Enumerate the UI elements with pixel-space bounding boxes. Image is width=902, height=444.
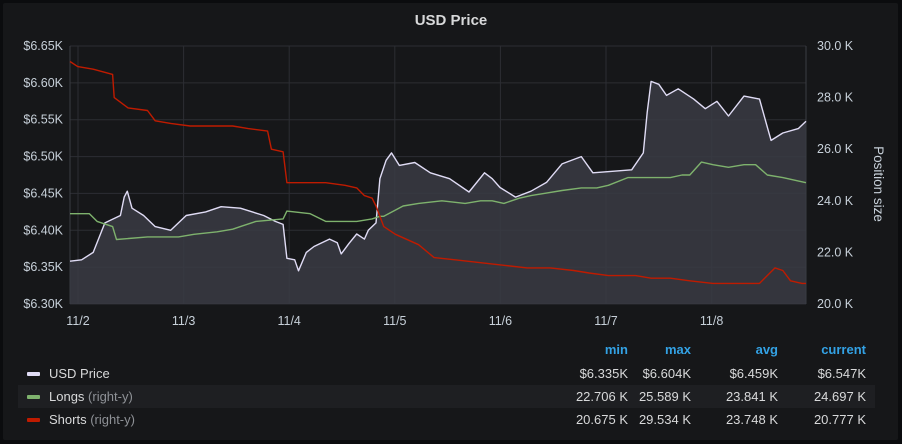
legend-header-avg[interactable]: avg: [755, 342, 778, 357]
x-tick-label: 11/2: [66, 314, 89, 328]
x-tick-label: 11/5: [383, 314, 406, 328]
x-tick-label: 11/8: [700, 314, 723, 328]
legend-value-current: 20.777 K: [813, 412, 866, 427]
legend-value-avg: 23.841 K: [725, 389, 778, 404]
area-layer: [70, 81, 806, 305]
right-axis-title: Position size: [871, 146, 886, 222]
usd-price-line[interactable]: [69, 80, 807, 272]
y-left-tick-label: $6.55K: [23, 113, 63, 127]
legend-series-name[interactable]: USD Price: [49, 362, 110, 385]
series-name: Longs: [49, 389, 85, 404]
usd-price-area: [70, 81, 806, 305]
series-swatch-icon[interactable]: [27, 395, 40, 399]
legend-value-min: 22.706 K: [575, 389, 628, 404]
legend-header-min[interactable]: min: [604, 342, 628, 357]
legend-header-max[interactable]: max: [664, 342, 691, 357]
legend-value-max: $6.604K: [642, 366, 691, 381]
y-right-tick-label: 30.0 K: [817, 39, 854, 53]
x-tick-label: 11/4: [277, 314, 300, 328]
y-axis-left: $6.30K $6.35K $6.40K $6.45K $6.50K $6.55K $6.6…: [23, 39, 63, 311]
x-tick-label: 11/6: [489, 314, 512, 328]
longs-line[interactable]: [70, 161, 807, 241]
legend-rows: USD Price $6.335K $6.604K $6.459K $6.547K Lon…: [18, 362, 875, 431]
y-left-tick-label: $6.65K: [23, 39, 63, 53]
legend-series-name[interactable]: Shorts (right-y): [49, 408, 135, 431]
series-axis-note: (right-y): [84, 389, 133, 404]
x-tick-label: 11/7: [594, 314, 617, 328]
legend-value-max: 25.589 K: [638, 389, 691, 404]
legend-value-min: 20.675 K: [575, 412, 628, 427]
legend-value-current: 24.697 K: [813, 389, 866, 404]
y-left-tick-label: $6.60K: [23, 76, 63, 90]
series-axis-note: (right-y): [86, 412, 135, 427]
y-right-tick-label: 28.0 K: [817, 91, 854, 105]
y-left-tick-label: $6.30K: [23, 297, 63, 311]
legend-value-current: $6.547K: [817, 366, 866, 381]
legend-value-avg: 23.748 K: [725, 412, 778, 427]
y-right-tick-label: 20.0 K: [817, 297, 854, 311]
x-axis: 11/2 11/3 11/4 11/5 11/6 11/7 11/8: [66, 314, 723, 328]
legend-header-current[interactable]: current: [821, 342, 866, 357]
series-name: Shorts: [49, 412, 87, 427]
x-tick-label: 11/3: [172, 314, 195, 328]
shorts-line[interactable]: [69, 60, 806, 285]
series-name: USD Price: [49, 366, 110, 381]
legend-header: min max avg current: [18, 338, 875, 362]
y-left-tick-label: $6.45K: [23, 186, 63, 200]
legend-row[interactable]: USD Price $6.335K $6.604K $6.459K $6.547K: [18, 362, 875, 385]
legend-series-name[interactable]: Longs (right-y): [49, 385, 133, 408]
legend-row[interactable]: Shorts (right-y) 20.675 K 29.534 K 23.748 K…: [18, 408, 875, 431]
y-right-tick-label: 24.0 K: [817, 194, 854, 208]
y-left-tick-label: $6.35K: [23, 260, 63, 274]
usd-price-chart: $6.30K $6.35K $6.40K $6.45K $6.50K $6.55K $6.6…: [23, 39, 886, 328]
legend-value-max: 29.534 K: [638, 412, 691, 427]
series-swatch-icon[interactable]: [27, 372, 40, 376]
legend: min max avg current USD Price $6.335K $6.6…: [18, 338, 875, 431]
y-axis-right: 20.0 K 22.0 K 24.0 K 26.0 K 28.0 K 30.0 K: [817, 39, 854, 311]
y-right-tick-label: 22.0 K: [817, 245, 854, 259]
panel-title[interactable]: USD Price: [414, 12, 488, 29]
legend-value-avg: $6.459K: [729, 366, 778, 381]
y-right-tick-label: 26.0 K: [817, 142, 854, 156]
line-layer: [69, 60, 807, 285]
legend-value-min: $6.335K: [579, 366, 628, 381]
series-swatch-icon[interactable]: [27, 418, 40, 422]
y-left-tick-label: $6.40K: [23, 223, 63, 237]
legend-row[interactable]: Longs (right-y) 22.706 K 25.589 K 23.841 K 2…: [18, 385, 875, 408]
y-left-tick-label: $6.50K: [23, 150, 63, 164]
